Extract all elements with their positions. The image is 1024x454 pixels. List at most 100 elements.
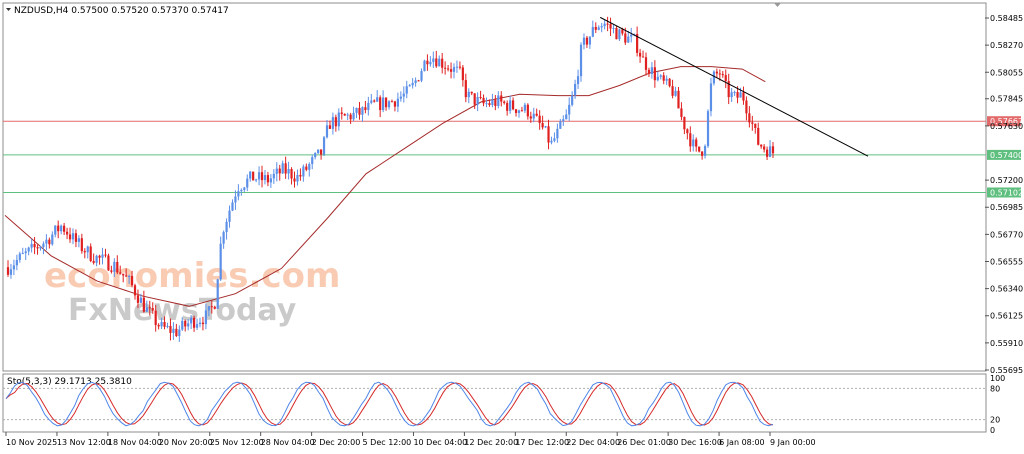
candle-body: [104, 254, 107, 256]
candle-body: [361, 107, 364, 115]
candle-body: [609, 23, 612, 29]
candle: [216, 278, 219, 309]
time-tick-label: 6 Jan 08:00: [719, 438, 765, 447]
candle: [269, 174, 272, 188]
candle-body: [77, 238, 80, 242]
candle: [559, 118, 562, 129]
trendline[interactable]: [599, 16, 869, 157]
time-tick-label: 2 Dec 20:00: [312, 438, 361, 447]
candle-body: [142, 297, 145, 312]
candle: [638, 48, 642, 63]
candle-body: [151, 308, 154, 311]
candle-body: [695, 139, 698, 147]
candle-body: [405, 86, 408, 94]
candle: [594, 22, 597, 33]
candle: [178, 325, 181, 342]
candle: [45, 234, 48, 251]
stochastic-tick-label: 100: [990, 374, 1005, 383]
candle-body: [74, 233, 78, 242]
candle: [263, 170, 267, 185]
candle: [139, 293, 143, 304]
candle: [51, 231, 54, 246]
candle: [517, 109, 521, 118]
candle-body: [83, 251, 86, 253]
header-dropdown-icon[interactable]: [6, 8, 11, 11]
candle: [535, 108, 538, 117]
candle: [650, 62, 653, 79]
candle: [449, 62, 453, 79]
candle: [606, 16, 609, 32]
candle: [384, 97, 388, 111]
candle: [408, 83, 411, 87]
candle-body: [284, 163, 287, 174]
candle: [730, 88, 733, 102]
candle: [352, 106, 355, 122]
candle-body: [473, 93, 476, 105]
candle-body: [272, 173, 275, 179]
candle: [379, 95, 382, 118]
candle: [541, 115, 544, 130]
candle: [190, 315, 193, 330]
candle: [565, 109, 568, 120]
candle: [411, 78, 414, 89]
candle: [136, 289, 140, 309]
candle-body: [665, 78, 668, 81]
candle: [30, 238, 33, 253]
candle-body: [739, 92, 742, 98]
candle: [686, 128, 689, 140]
candle-body: [396, 98, 399, 107]
candle-body: [751, 122, 754, 124]
candle: [302, 164, 305, 182]
candle-body: [594, 26, 597, 30]
candle: [343, 113, 346, 116]
candle-body: [701, 151, 704, 156]
candle-body: [63, 225, 66, 232]
trendline-segment: [599, 16, 869, 157]
candle-body: [18, 253, 21, 260]
candle-body: [293, 178, 296, 182]
time-tick-label: 13 Nov 12:00: [57, 438, 111, 447]
candle-body: [260, 172, 264, 181]
candle: [260, 165, 264, 188]
candle: [367, 96, 370, 116]
candle-body: [662, 75, 665, 81]
candle: [376, 90, 379, 103]
candle: [148, 300, 151, 316]
candle-body: [565, 114, 568, 120]
candle: [119, 265, 122, 275]
candle: [322, 135, 326, 157]
candle-body: [346, 114, 349, 116]
candle: [278, 164, 281, 181]
candle-body: [187, 323, 190, 327]
candle-body: [240, 189, 243, 192]
candle: [662, 72, 665, 85]
candle: [305, 163, 308, 172]
candle: [83, 248, 86, 259]
candle: [228, 205, 231, 228]
candle: [568, 97, 571, 121]
candle-body: [618, 29, 621, 40]
candle: [671, 79, 674, 99]
candle: [751, 115, 754, 131]
candle-body: [748, 113, 751, 123]
candle: [399, 91, 402, 102]
candle-body: [517, 110, 521, 113]
candle-body: [287, 168, 290, 174]
candle-body: [760, 144, 763, 147]
candle: [414, 77, 417, 87]
candle-body: [65, 231, 69, 235]
level-label: 0.57400: [990, 151, 1023, 160]
time-tick-label: 30 Dec 16:00: [668, 438, 722, 447]
candle-body: [334, 117, 337, 127]
candle: [464, 73, 467, 103]
candle-body: [721, 74, 724, 76]
candle: [748, 106, 751, 128]
candle-body: [568, 104, 571, 115]
candle-body: [302, 166, 305, 177]
candle-body: [390, 101, 394, 103]
candle: [485, 97, 488, 108]
candle-body: [314, 153, 317, 158]
candle: [405, 80, 408, 99]
candlesticks: [6, 16, 775, 342]
candle: [677, 86, 680, 109]
